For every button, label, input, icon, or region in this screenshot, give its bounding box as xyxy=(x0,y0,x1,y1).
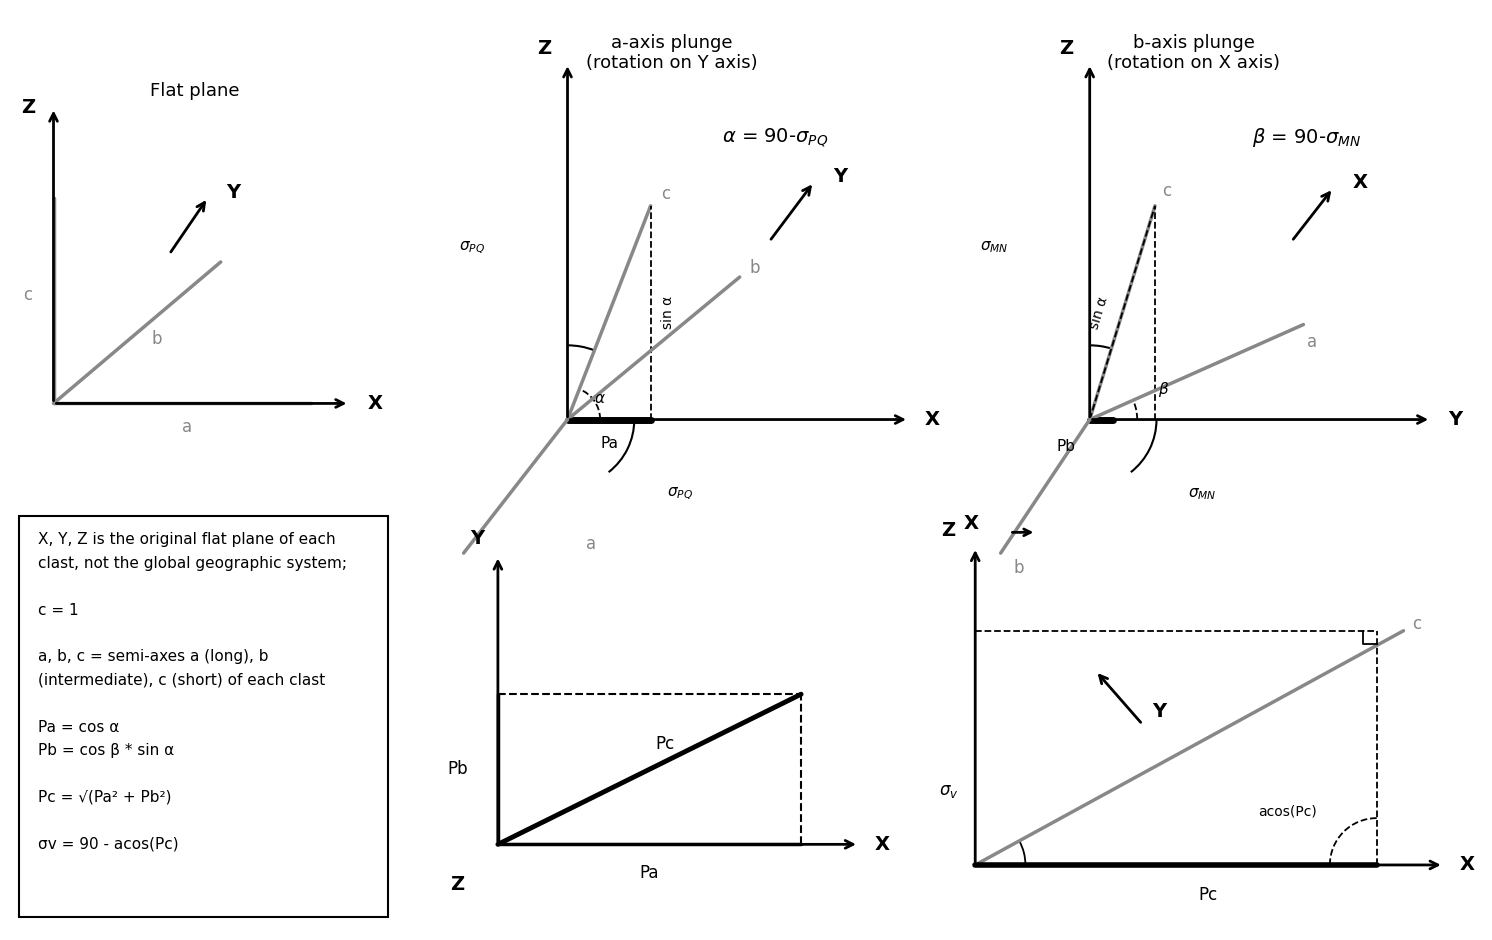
Text: c: c xyxy=(1162,182,1171,200)
Text: a: a xyxy=(182,417,192,435)
Text: Z: Z xyxy=(941,521,955,540)
Text: c: c xyxy=(1413,615,1422,633)
FancyBboxPatch shape xyxy=(19,516,388,917)
Text: b: b xyxy=(1013,559,1024,577)
Text: X: X xyxy=(1459,855,1474,874)
Text: a: a xyxy=(586,535,597,554)
Text: Y: Y xyxy=(470,528,485,548)
Text: Pa: Pa xyxy=(600,436,618,451)
Text: $\alpha$ = 90-$\sigma_{PQ}$: $\alpha$ = 90-$\sigma_{PQ}$ xyxy=(722,127,828,149)
Text: $\alpha$: $\alpha$ xyxy=(594,391,606,406)
Text: Pc: Pc xyxy=(655,735,674,754)
Text: $\beta$ = 90-$\sigma_{MN}$: $\beta$ = 90-$\sigma_{MN}$ xyxy=(1252,126,1361,149)
Text: c: c xyxy=(661,185,670,203)
Text: $\sigma_{MN}$: $\sigma_{MN}$ xyxy=(980,240,1009,256)
Text: Pb: Pb xyxy=(1056,439,1076,454)
Text: Z: Z xyxy=(21,98,34,118)
Text: sin α: sin α xyxy=(661,296,676,329)
Text: acos(Pc): acos(Pc) xyxy=(1258,805,1316,819)
Text: Y: Y xyxy=(1152,701,1167,721)
Text: Y: Y xyxy=(834,166,847,185)
Text: $\beta$: $\beta$ xyxy=(1158,381,1170,400)
Text: X: X xyxy=(964,514,979,533)
Text: X: X xyxy=(1352,173,1367,192)
Text: $\sigma_{PQ}$: $\sigma_{PQ}$ xyxy=(460,239,485,256)
Text: X, Y, Z is the original flat plane of each
clast, not the global geographic syst: X, Y, Z is the original flat plane of ea… xyxy=(37,532,346,852)
Text: Z: Z xyxy=(1059,39,1073,58)
Text: c: c xyxy=(24,287,33,305)
Text: Z: Z xyxy=(451,875,464,894)
Text: X: X xyxy=(925,410,940,429)
Text: Flat plane: Flat plane xyxy=(151,82,240,100)
Text: Pb: Pb xyxy=(448,760,468,778)
Text: b: b xyxy=(749,259,759,277)
Text: Pa: Pa xyxy=(640,864,659,883)
Text: Pc: Pc xyxy=(1198,886,1217,904)
Text: $\sigma_{MN}$: $\sigma_{MN}$ xyxy=(1188,486,1217,502)
Text: $\sigma_{PQ}$: $\sigma_{PQ}$ xyxy=(667,486,694,502)
Text: b: b xyxy=(151,330,161,348)
Text: a-axis plunge
(rotation on Y axis): a-axis plunge (rotation on Y axis) xyxy=(585,34,758,72)
Text: sin α: sin α xyxy=(1088,295,1110,331)
Text: X: X xyxy=(874,835,889,854)
Text: Y: Y xyxy=(227,183,240,202)
Text: X: X xyxy=(367,394,382,413)
Text: a: a xyxy=(1307,334,1317,352)
Text: b-axis plunge
(rotation on X axis): b-axis plunge (rotation on X axis) xyxy=(1107,34,1280,72)
Text: $\sigma_v$: $\sigma_v$ xyxy=(938,782,958,800)
Text: Y: Y xyxy=(1447,410,1462,429)
Text: Z: Z xyxy=(537,39,551,58)
